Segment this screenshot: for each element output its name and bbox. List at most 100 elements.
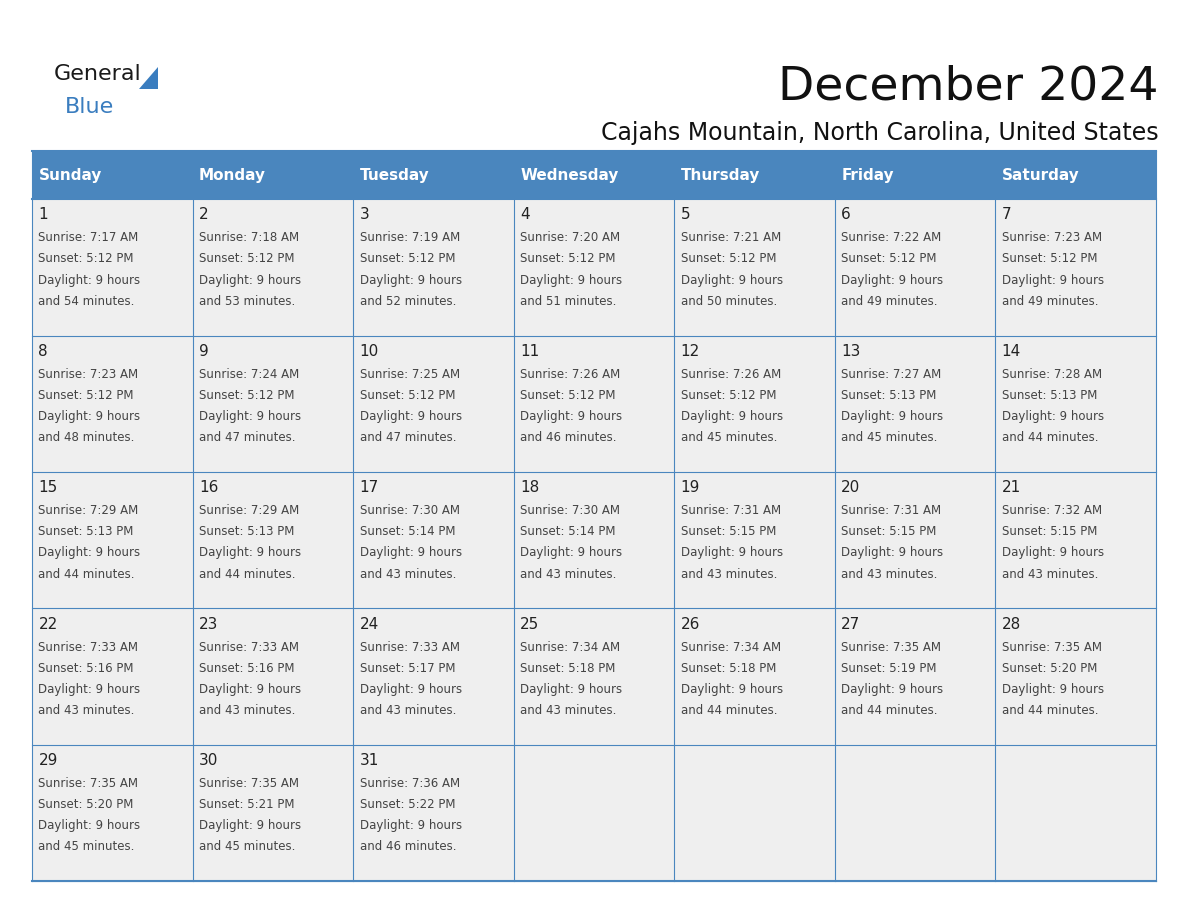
Text: Sunrise: 7:34 AM: Sunrise: 7:34 AM <box>681 641 781 654</box>
Text: 21: 21 <box>1001 480 1020 495</box>
Text: Sunrise: 7:19 AM: Sunrise: 7:19 AM <box>360 231 460 244</box>
Bar <box>32 151 192 199</box>
Text: Daylight: 9 hours: Daylight: 9 hours <box>681 274 783 286</box>
Text: Sunrise: 7:29 AM: Sunrise: 7:29 AM <box>38 504 139 517</box>
Text: Daylight: 9 hours: Daylight: 9 hours <box>1001 683 1104 696</box>
Text: Sunrise: 7:31 AM: Sunrise: 7:31 AM <box>841 504 941 517</box>
Bar <box>353 609 513 744</box>
Text: Sunrise: 7:36 AM: Sunrise: 7:36 AM <box>360 777 460 789</box>
Bar <box>513 472 675 609</box>
Text: Sunrise: 7:21 AM: Sunrise: 7:21 AM <box>681 231 781 244</box>
Bar <box>353 199 513 336</box>
Text: Daylight: 9 hours: Daylight: 9 hours <box>360 274 462 286</box>
Text: Sunset: 5:18 PM: Sunset: 5:18 PM <box>681 662 776 675</box>
Bar <box>32 472 192 609</box>
Text: Daylight: 9 hours: Daylight: 9 hours <box>200 819 302 833</box>
Text: and 48 minutes.: and 48 minutes. <box>38 431 135 444</box>
Bar <box>32 199 192 336</box>
Text: Daylight: 9 hours: Daylight: 9 hours <box>200 546 302 559</box>
Text: Sunset: 5:15 PM: Sunset: 5:15 PM <box>841 525 936 538</box>
Text: 31: 31 <box>360 753 379 768</box>
Text: Friday: Friday <box>841 168 893 183</box>
Text: Daylight: 9 hours: Daylight: 9 hours <box>841 683 943 696</box>
Text: 25: 25 <box>520 617 539 632</box>
Text: Sunrise: 7:27 AM: Sunrise: 7:27 AM <box>841 368 942 381</box>
Text: Wednesday: Wednesday <box>520 168 619 183</box>
Text: and 43 minutes.: and 43 minutes. <box>1001 567 1098 580</box>
Bar <box>192 151 353 199</box>
Bar <box>996 744 1156 881</box>
Text: Sunset: 5:14 PM: Sunset: 5:14 PM <box>360 525 455 538</box>
Text: Sunset: 5:22 PM: Sunset: 5:22 PM <box>360 798 455 812</box>
Bar <box>192 336 353 472</box>
Text: and 45 minutes.: and 45 minutes. <box>38 840 135 854</box>
Text: and 43 minutes.: and 43 minutes. <box>360 704 456 717</box>
Text: Sunrise: 7:18 AM: Sunrise: 7:18 AM <box>200 231 299 244</box>
Bar <box>675 472 835 609</box>
Text: December 2024: December 2024 <box>778 64 1158 109</box>
Text: Sunset: 5:16 PM: Sunset: 5:16 PM <box>200 662 295 675</box>
Text: General: General <box>53 64 141 84</box>
Text: Sunrise: 7:35 AM: Sunrise: 7:35 AM <box>1001 641 1101 654</box>
Text: 27: 27 <box>841 617 860 632</box>
Text: Sunset: 5:16 PM: Sunset: 5:16 PM <box>38 662 134 675</box>
Text: Daylight: 9 hours: Daylight: 9 hours <box>520 274 623 286</box>
Text: Daylight: 9 hours: Daylight: 9 hours <box>200 683 302 696</box>
Text: and 44 minutes.: and 44 minutes. <box>841 704 937 717</box>
Text: 24: 24 <box>360 617 379 632</box>
Text: Sunset: 5:12 PM: Sunset: 5:12 PM <box>841 252 937 265</box>
Bar <box>996 151 1156 199</box>
Text: and 53 minutes.: and 53 minutes. <box>200 295 296 308</box>
Text: Sunrise: 7:24 AM: Sunrise: 7:24 AM <box>200 368 299 381</box>
Text: Saturday: Saturday <box>1001 168 1080 183</box>
Text: Sunrise: 7:33 AM: Sunrise: 7:33 AM <box>38 641 139 654</box>
Bar <box>996 472 1156 609</box>
Text: Sunset: 5:12 PM: Sunset: 5:12 PM <box>520 389 615 402</box>
Text: 7: 7 <box>1001 207 1011 222</box>
Bar <box>192 609 353 744</box>
Bar <box>32 744 192 881</box>
Bar <box>996 609 1156 744</box>
Text: Daylight: 9 hours: Daylight: 9 hours <box>360 819 462 833</box>
Bar <box>835 744 996 881</box>
Bar <box>835 199 996 336</box>
Bar <box>513 744 675 881</box>
Text: Daylight: 9 hours: Daylight: 9 hours <box>681 546 783 559</box>
Text: Daylight: 9 hours: Daylight: 9 hours <box>38 819 140 833</box>
Text: and 44 minutes.: and 44 minutes. <box>1001 704 1098 717</box>
Text: 11: 11 <box>520 344 539 359</box>
Text: Sunset: 5:13 PM: Sunset: 5:13 PM <box>1001 389 1098 402</box>
Bar <box>835 472 996 609</box>
Text: Daylight: 9 hours: Daylight: 9 hours <box>681 683 783 696</box>
Text: 23: 23 <box>200 617 219 632</box>
Text: Sunrise: 7:17 AM: Sunrise: 7:17 AM <box>38 231 139 244</box>
Text: and 43 minutes.: and 43 minutes. <box>200 704 296 717</box>
Text: Sunday: Sunday <box>38 168 102 183</box>
Text: Sunrise: 7:30 AM: Sunrise: 7:30 AM <box>360 504 460 517</box>
Text: 29: 29 <box>38 753 58 768</box>
Text: Sunrise: 7:33 AM: Sunrise: 7:33 AM <box>200 641 299 654</box>
Text: Sunrise: 7:33 AM: Sunrise: 7:33 AM <box>360 641 460 654</box>
Text: 10: 10 <box>360 344 379 359</box>
Text: Daylight: 9 hours: Daylight: 9 hours <box>681 410 783 423</box>
Bar <box>996 199 1156 336</box>
Bar <box>513 151 675 199</box>
Text: Blue: Blue <box>65 97 114 118</box>
Text: 28: 28 <box>1001 617 1020 632</box>
Text: 14: 14 <box>1001 344 1020 359</box>
Text: 30: 30 <box>200 753 219 768</box>
Text: Sunset: 5:15 PM: Sunset: 5:15 PM <box>681 525 776 538</box>
Text: 26: 26 <box>681 617 700 632</box>
Text: Sunrise: 7:22 AM: Sunrise: 7:22 AM <box>841 231 942 244</box>
Text: 17: 17 <box>360 480 379 495</box>
Bar <box>675 744 835 881</box>
Text: Daylight: 9 hours: Daylight: 9 hours <box>1001 546 1104 559</box>
Text: Sunrise: 7:31 AM: Sunrise: 7:31 AM <box>681 504 781 517</box>
Text: Sunrise: 7:35 AM: Sunrise: 7:35 AM <box>38 777 139 789</box>
Bar <box>192 199 353 336</box>
Text: 1: 1 <box>38 207 49 222</box>
Text: 9: 9 <box>200 344 209 359</box>
Text: Sunrise: 7:30 AM: Sunrise: 7:30 AM <box>520 504 620 517</box>
Text: 15: 15 <box>38 480 58 495</box>
Text: Daylight: 9 hours: Daylight: 9 hours <box>1001 410 1104 423</box>
